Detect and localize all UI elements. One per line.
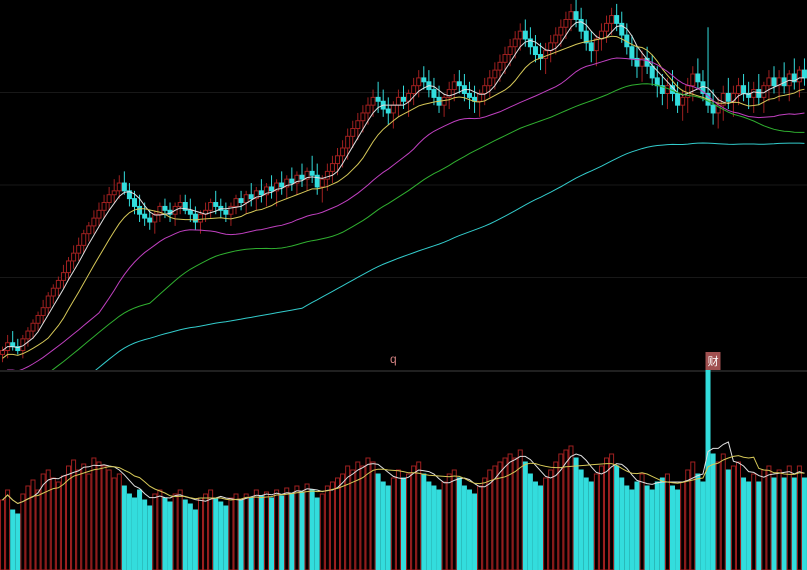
chart-marker: q (390, 352, 397, 366)
candlestick-panel[interactable] (0, 0, 807, 370)
chart-stage[interactable]: q财 (0, 0, 807, 570)
volume-panel[interactable] (0, 370, 807, 570)
chart-marker: 财 (706, 352, 721, 370)
